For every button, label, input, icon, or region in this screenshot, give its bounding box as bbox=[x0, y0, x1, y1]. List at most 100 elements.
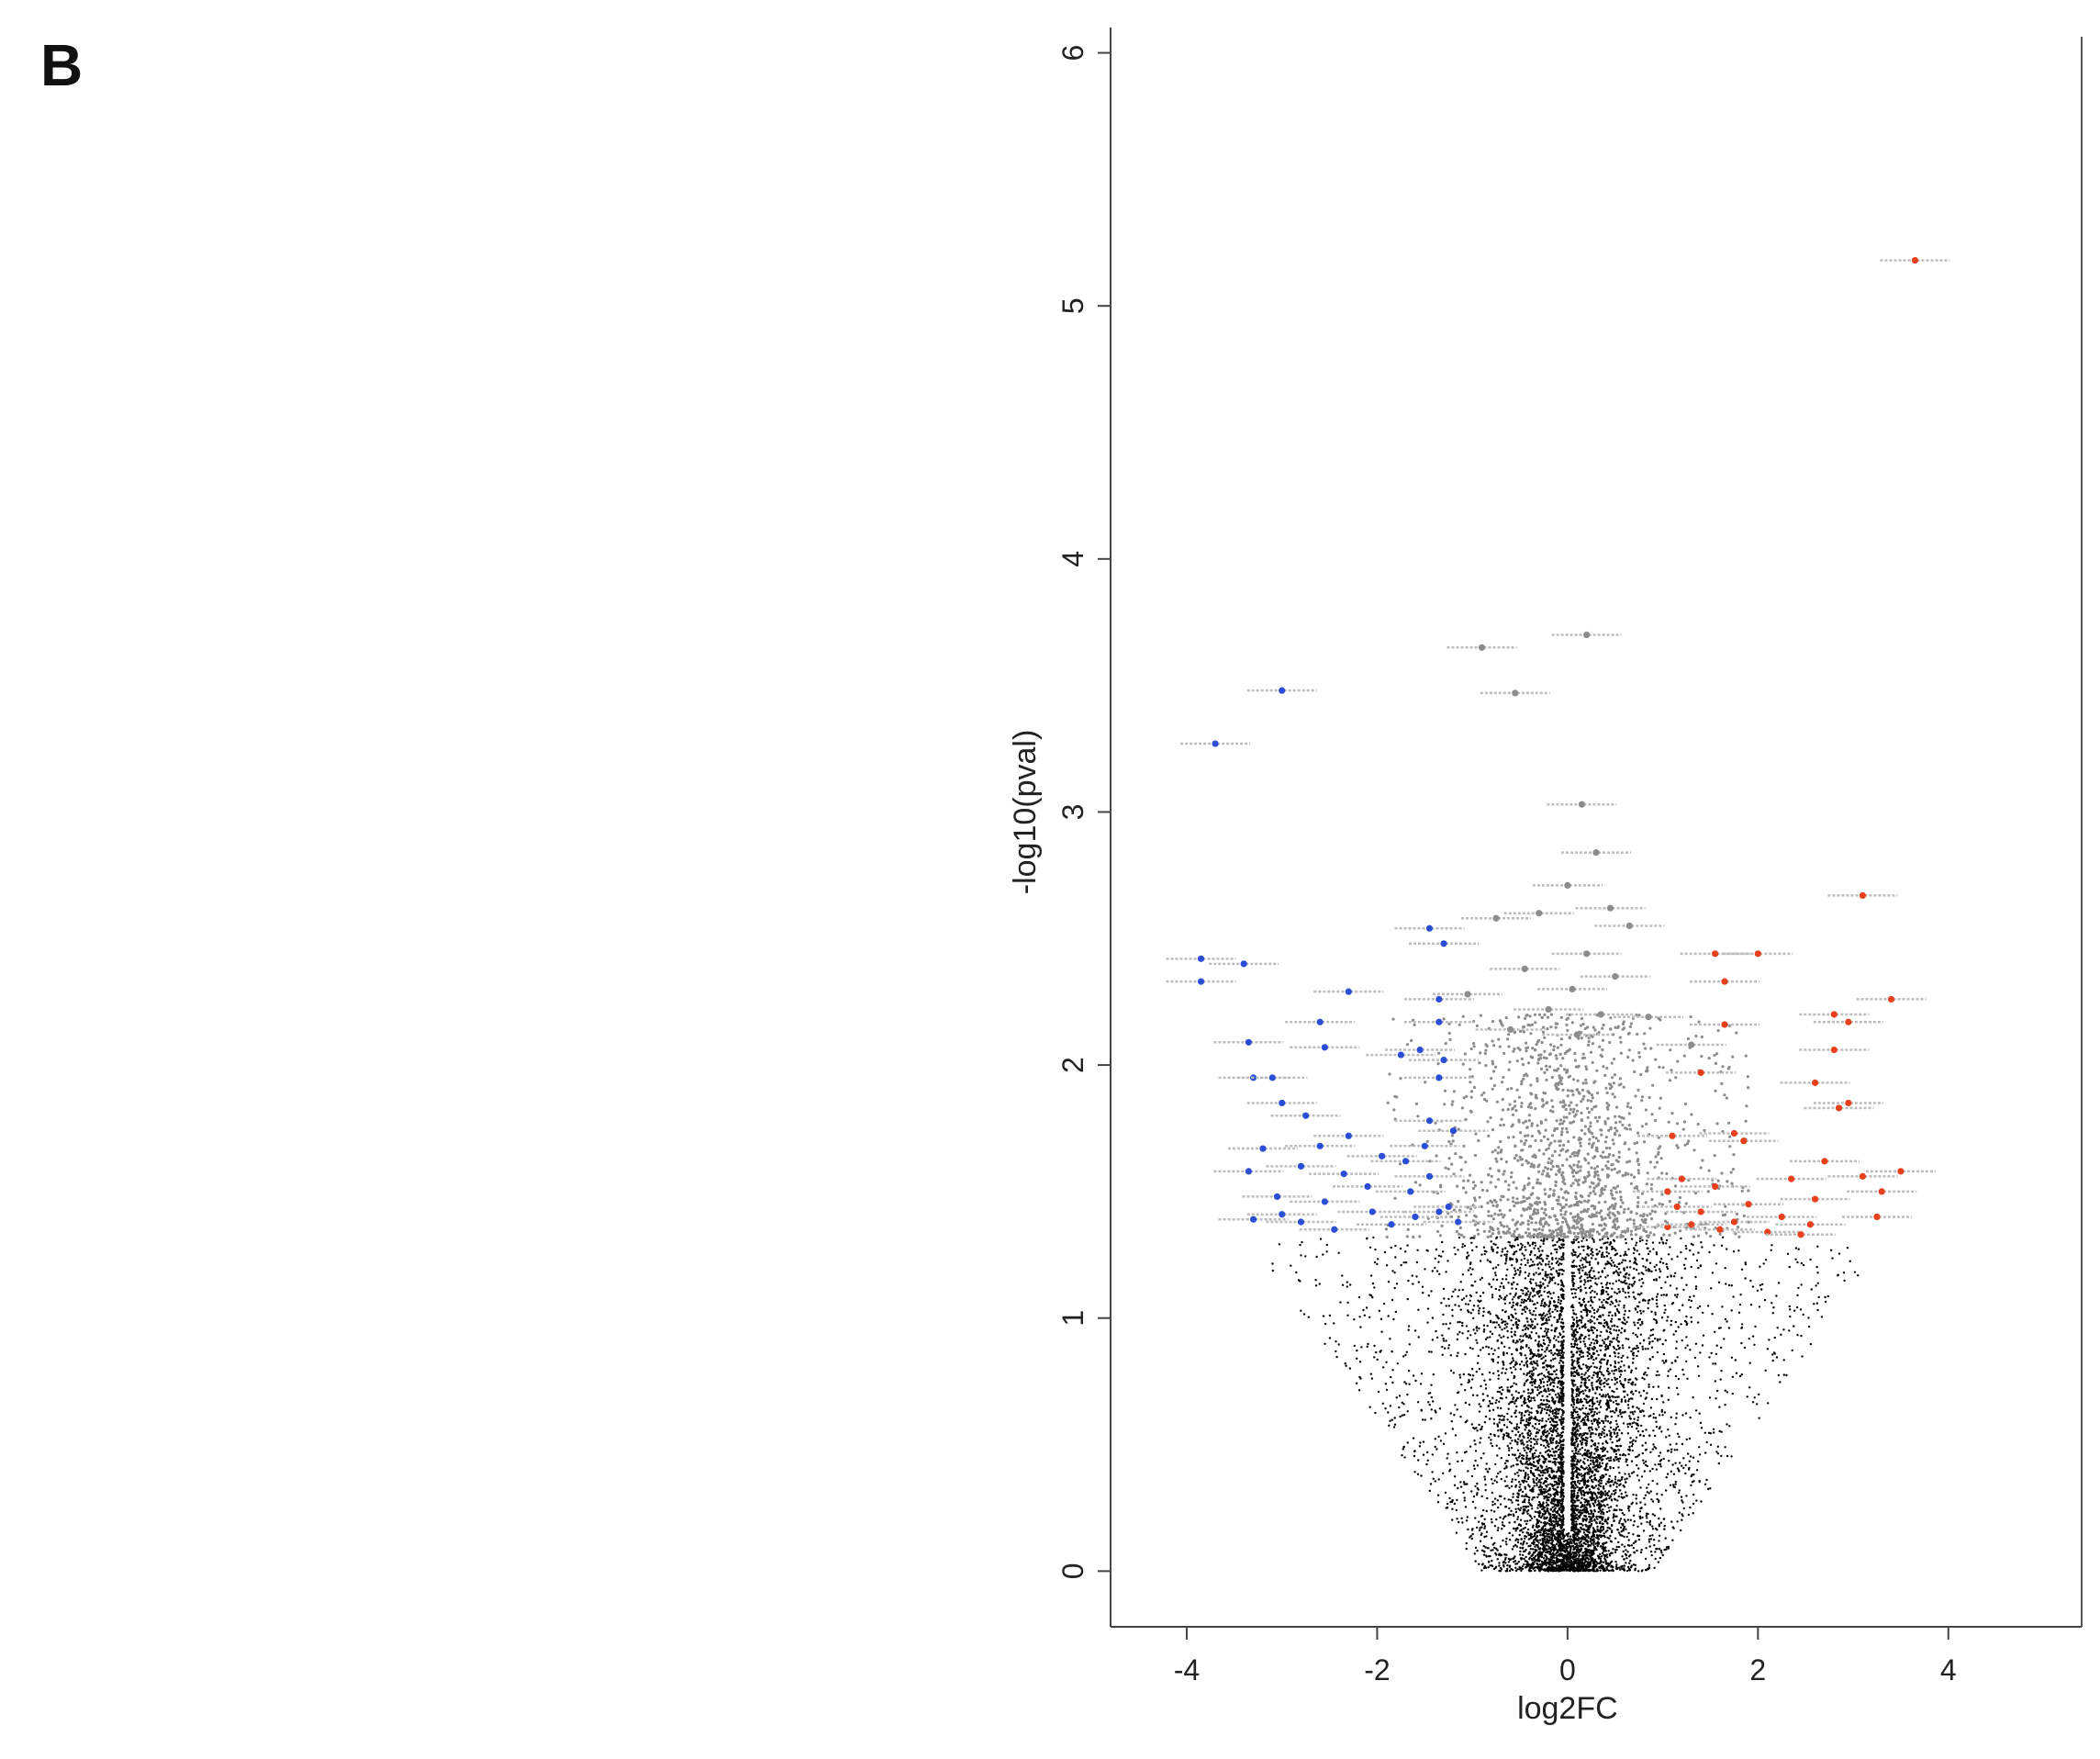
data-point bbox=[1441, 1334, 1444, 1337]
data-point bbox=[1558, 1387, 1562, 1390]
data-point bbox=[1592, 1529, 1595, 1532]
data-point bbox=[1500, 1393, 1503, 1395]
data-point bbox=[1492, 1278, 1495, 1281]
data-point bbox=[1537, 1345, 1540, 1348]
data-point bbox=[1758, 1417, 1760, 1419]
data-point bbox=[1619, 1413, 1622, 1416]
data-point bbox=[1670, 1520, 1673, 1523]
data-point bbox=[1720, 1454, 1723, 1458]
data-point bbox=[1575, 1406, 1578, 1409]
data-point bbox=[1533, 1541, 1536, 1544]
data-point bbox=[1599, 1275, 1603, 1278]
data-point bbox=[1509, 1442, 1512, 1445]
data-point bbox=[1479, 1529, 1481, 1532]
data-point bbox=[1527, 1498, 1531, 1502]
data-point bbox=[1598, 1522, 1602, 1525]
data-point bbox=[1612, 1548, 1614, 1551]
data-point bbox=[1447, 1344, 1451, 1347]
data-point bbox=[1546, 1557, 1548, 1560]
data-point bbox=[1572, 1419, 1575, 1422]
data-point bbox=[1588, 1466, 1592, 1470]
data-point bbox=[1435, 1411, 1437, 1414]
data-point bbox=[1585, 1553, 1588, 1556]
data-point bbox=[1555, 1515, 1558, 1518]
data-point bbox=[1654, 1551, 1657, 1553]
data-point bbox=[1337, 1343, 1340, 1346]
data-point bbox=[1536, 1360, 1538, 1362]
data-point bbox=[1536, 1469, 1539, 1472]
data-point bbox=[1553, 1370, 1557, 1372]
data-point bbox=[1428, 1404, 1431, 1406]
data-point bbox=[1574, 1292, 1577, 1294]
data-point bbox=[1586, 1386, 1589, 1389]
data-point bbox=[1555, 1420, 1558, 1424]
data-point bbox=[1611, 1493, 1614, 1496]
data-point bbox=[1698, 1305, 1702, 1308]
data-point bbox=[1520, 1414, 1523, 1417]
data-point bbox=[1502, 1278, 1504, 1281]
data-point bbox=[1570, 1240, 1573, 1244]
data-point bbox=[1604, 1494, 1607, 1496]
data-point bbox=[1516, 1459, 1519, 1462]
data-point bbox=[1570, 1264, 1573, 1268]
data-point bbox=[1514, 1440, 1517, 1443]
data-point bbox=[1480, 1549, 1484, 1552]
data-point bbox=[1636, 1327, 1640, 1330]
data-point bbox=[1756, 1403, 1759, 1406]
data-point bbox=[1514, 1433, 1517, 1437]
data-point bbox=[1561, 1492, 1564, 1496]
data-point bbox=[1344, 1362, 1346, 1365]
data-point bbox=[1387, 1315, 1390, 1317]
data-point bbox=[1506, 1268, 1509, 1272]
data-point bbox=[1538, 1257, 1541, 1260]
data-point bbox=[1609, 1465, 1612, 1469]
data-point bbox=[1507, 1403, 1511, 1406]
data-point bbox=[1525, 1405, 1529, 1407]
data-point bbox=[1677, 1377, 1681, 1381]
data-point bbox=[1496, 1558, 1500, 1561]
data-point bbox=[1598, 1305, 1602, 1308]
data-point bbox=[1649, 1328, 1653, 1332]
data-point bbox=[1636, 1427, 1638, 1430]
data-point bbox=[1463, 1496, 1466, 1499]
data-point bbox=[1442, 1472, 1445, 1475]
data-point bbox=[1645, 1512, 1648, 1515]
data-point bbox=[1497, 1374, 1501, 1377]
data-point bbox=[1532, 1374, 1535, 1377]
data-point bbox=[1389, 1405, 1392, 1407]
data-point bbox=[1538, 1261, 1541, 1264]
data-point bbox=[1606, 1286, 1610, 1290]
data-point bbox=[1615, 1423, 1618, 1426]
data-point bbox=[1480, 1569, 1483, 1572]
data-point bbox=[1523, 1495, 1525, 1498]
data-point bbox=[1500, 1495, 1502, 1498]
data-point bbox=[1602, 1564, 1604, 1568]
data-point bbox=[1553, 1556, 1556, 1559]
data-point bbox=[1649, 1538, 1653, 1541]
data-point bbox=[1547, 1295, 1550, 1298]
data-point bbox=[1539, 1506, 1542, 1508]
data-point bbox=[1627, 1406, 1630, 1409]
data-point bbox=[1522, 1335, 1525, 1338]
data-point bbox=[1636, 1346, 1639, 1350]
data-point bbox=[1524, 1271, 1527, 1274]
data-point bbox=[1536, 1247, 1540, 1250]
data-point bbox=[1603, 1498, 1606, 1501]
data-point bbox=[1521, 1416, 1524, 1419]
data-point bbox=[1493, 1272, 1497, 1274]
data-point bbox=[1645, 1514, 1648, 1518]
data-point bbox=[1467, 1381, 1469, 1384]
data-point bbox=[1545, 1406, 1547, 1408]
data-point bbox=[1638, 1239, 1642, 1243]
data-point bbox=[1576, 1433, 1579, 1436]
data-point bbox=[1647, 1252, 1650, 1256]
data-point bbox=[1613, 1390, 1615, 1394]
data-point bbox=[1560, 1480, 1564, 1483]
data-point bbox=[1581, 1474, 1583, 1478]
data-point bbox=[1547, 1541, 1550, 1544]
data-point bbox=[1618, 1410, 1622, 1414]
data-point bbox=[1730, 1356, 1734, 1360]
data-point bbox=[1549, 1563, 1552, 1566]
data-point bbox=[1630, 1238, 1634, 1240]
data-point bbox=[1853, 1271, 1857, 1273]
